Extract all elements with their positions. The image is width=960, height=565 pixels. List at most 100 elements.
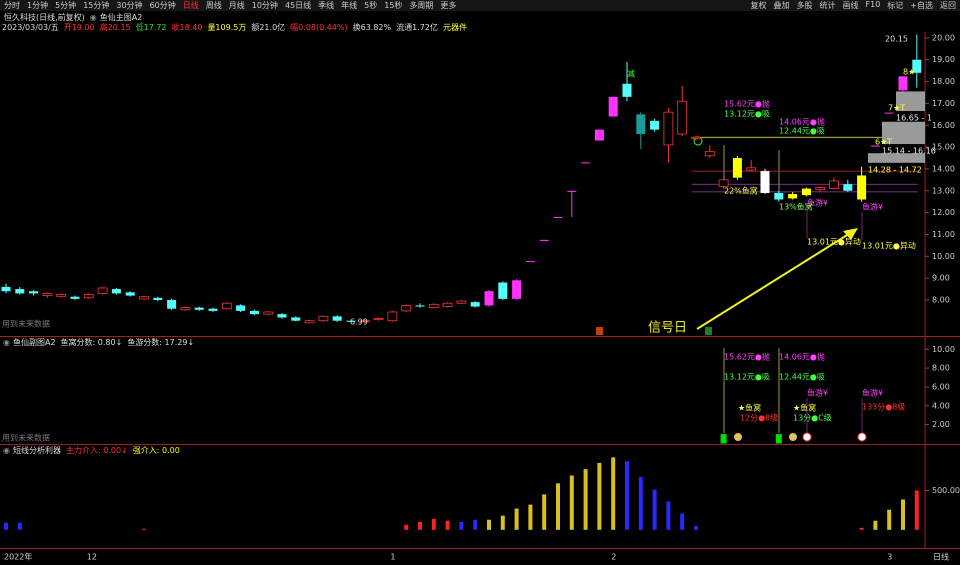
indicator-bar (611, 457, 616, 530)
indicator-bar (680, 513, 685, 530)
indicator-bar (514, 508, 519, 530)
signal-arrow-head (843, 228, 858, 240)
candle-body (208, 308, 218, 311)
candle-body (912, 59, 922, 73)
candle-body (249, 310, 259, 315)
tool-button[interactable]: 叠加 (773, 1, 790, 10)
indicator-bar (500, 515, 505, 530)
y-tick-label: 2.00 (932, 420, 950, 429)
period-tab[interactable]: 15分钟 (83, 1, 110, 10)
annotation: 13.12元●吸 (724, 373, 770, 382)
indicator-bar (887, 509, 892, 530)
tool-button[interactable]: F10 (865, 0, 881, 9)
annotation: ★鱼窝 (793, 403, 816, 413)
indicator-bar (652, 489, 657, 530)
candle-body (139, 296, 149, 300)
period-tab[interactable]: 更多 (440, 1, 457, 10)
y-tick-label: 12.00 (932, 208, 955, 217)
period-tab[interactable]: 1分钟 (27, 1, 49, 10)
candle-body (498, 282, 508, 299)
stat: 主力介入: 0.00↓ (65, 445, 128, 455)
annotation: 22%鱼窝 (724, 186, 758, 196)
indicator-bar (901, 499, 905, 530)
y-tick-label: 11.00 (932, 230, 955, 239)
y-tick-label: 8.00 (932, 295, 950, 304)
annotation: 12.44元●吸 (779, 127, 825, 136)
annotation: 12分●8级 (740, 413, 778, 423)
quote-field: 量109.5万 (207, 22, 247, 32)
candle-body (318, 315, 329, 322)
price-zone (868, 153, 925, 163)
candle-body (636, 114, 646, 134)
indicator-bar (431, 518, 436, 530)
annotation: 7★T (888, 104, 905, 113)
y-tick-label: 15.00 (932, 143, 955, 152)
candle-body (663, 111, 674, 146)
candle-body (387, 311, 398, 322)
quote-field: 幅0.08(0.44%) (290, 22, 348, 32)
period-tab[interactable]: 30分钟 (116, 1, 143, 10)
candle-body (83, 294, 94, 299)
marker (802, 432, 812, 442)
tool-button[interactable]: +自选 (910, 1, 933, 10)
period-tab[interactable]: 10分钟 (251, 1, 278, 10)
y-tick-label: 500.00 (932, 486, 960, 495)
candle-body (56, 294, 67, 298)
tool-button[interactable]: 复权 (750, 1, 767, 10)
candle-body (456, 300, 467, 304)
stat: 强介入: 0.00 (132, 445, 180, 455)
indicator-bar (542, 494, 547, 530)
y-tick-label: 14.00 (932, 164, 955, 173)
tool-button[interactable]: 多股 (796, 1, 813, 10)
candle-body (263, 311, 274, 315)
candle-body (608, 96, 618, 117)
quote-field: 换63.82% (352, 22, 392, 32)
candle-body (359, 320, 370, 323)
tool-button[interactable]: 画线 (842, 1, 859, 10)
indicator-bar (528, 504, 533, 530)
panel-header: ◉ 短线分析利器 主力介入: 0.00↓ 强介入: 0.00 (3, 445, 185, 455)
period-tab[interactable]: 周线 (205, 1, 222, 10)
period-tab[interactable]: 45日线 (284, 1, 312, 10)
candle-body (373, 318, 384, 321)
marker (789, 433, 797, 441)
indicator-bar (17, 522, 22, 530)
panel-header: ◉ 鱼仙副图A2 鱼窝分数: 0.80↓ 鱼游分数: 17.29↓ (3, 337, 199, 347)
period-tab[interactable]: 月线 (228, 1, 245, 10)
annotation: 6.99 (350, 318, 368, 327)
indicator-bar (556, 483, 560, 530)
period-tab[interactable]: 多周期 (409, 1, 434, 10)
period-button[interactable]: 日线 (933, 552, 949, 562)
period-tab[interactable]: 日线 (182, 1, 199, 10)
marker (734, 433, 742, 441)
icon (596, 327, 603, 335)
marker (857, 432, 867, 442)
quote-field: 额21.0亿 (251, 22, 286, 32)
indicator-name: 鱼仙主图A2 (99, 12, 143, 22)
tool-button[interactable]: 统计 (819, 1, 836, 10)
period-tab[interactable]: 5秒 (364, 1, 378, 10)
tool-button[interactable]: 标记 (887, 1, 904, 10)
annotation: 13分●C级 (793, 413, 832, 423)
period-tab[interactable]: 15秒 (384, 1, 403, 10)
period-tab[interactable]: 60分钟 (149, 1, 176, 10)
candle-body (788, 194, 798, 199)
tool-button[interactable]: 返回 (940, 1, 956, 10)
period-tab[interactable]: 分时 (4, 1, 20, 10)
x-tick-label: 1 (390, 553, 395, 562)
y-tick-label: 18.00 (932, 77, 955, 86)
quote-field: 元器件 (442, 22, 467, 32)
period-tab[interactable]: 5分钟 (55, 1, 77, 10)
y-tick-label: 13.00 (932, 186, 955, 195)
annotation: 13.01元●异动 (807, 237, 861, 247)
period-tab[interactable]: 季线 (318, 1, 335, 10)
indicator-bar (487, 519, 491, 530)
period-tab[interactable]: 年线 (341, 1, 358, 10)
icon: ◉ (3, 337, 10, 347)
indicator-bar (142, 528, 146, 530)
y-tick-label: 17.00 (932, 99, 955, 108)
annotation: 减 (627, 69, 635, 79)
quote-field: 开19.00 (63, 22, 95, 32)
candle-body (415, 305, 425, 307)
